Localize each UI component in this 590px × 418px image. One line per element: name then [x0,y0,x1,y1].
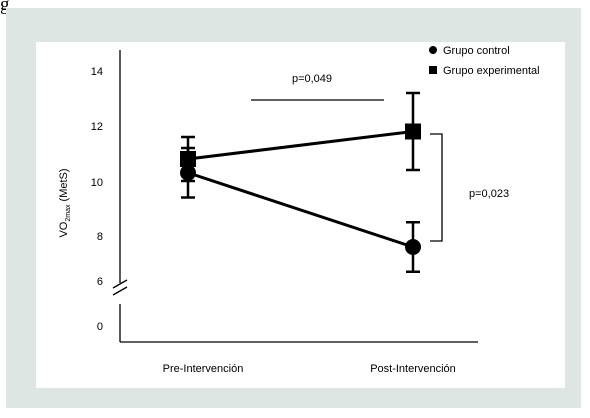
p-bracket-right [430,133,443,242]
y-axis-title-base: VO [58,221,70,237]
y-tick-label: 8 [97,231,103,243]
y-axis-title: VO2max (MetS) [58,168,72,237]
data-point-experimental [405,123,421,140]
data-point-control [180,164,196,181]
y-tick-label: 0 [97,321,103,333]
y-tick-label: 12 [91,121,103,133]
x-category-label: Post-Intervención [370,363,456,375]
legend-square-marker [429,66,437,74]
series-line-control [187,171,414,249]
data-point-control [405,239,421,255]
plot-panel [36,42,565,388]
legend-label-experimental: Grupo experimental [443,65,540,77]
y-axis-title-unit: (MetS) [58,168,70,201]
y-tick-label: 10 [91,177,103,189]
legend-label-control: Grupo control [443,45,510,57]
data-point-experimental [180,151,196,167]
y-axis-title-subscript: 2max [65,204,72,222]
p-value-right: p=0,023 [469,188,509,200]
legend-circle-marker [429,46,437,54]
series-layer [180,91,421,273]
figure-label: g [0,0,10,15]
y-tick-label: 14 [91,66,103,78]
series-line-experimental [187,130,414,161]
x-category-label: Pre-Intervención [163,363,244,375]
legend: Grupo control Grupo experimental [429,45,540,77]
axis-break-marks [112,279,128,296]
y-tick-label: 6 [97,276,103,288]
p-value-top: p=0,049 [292,73,332,85]
